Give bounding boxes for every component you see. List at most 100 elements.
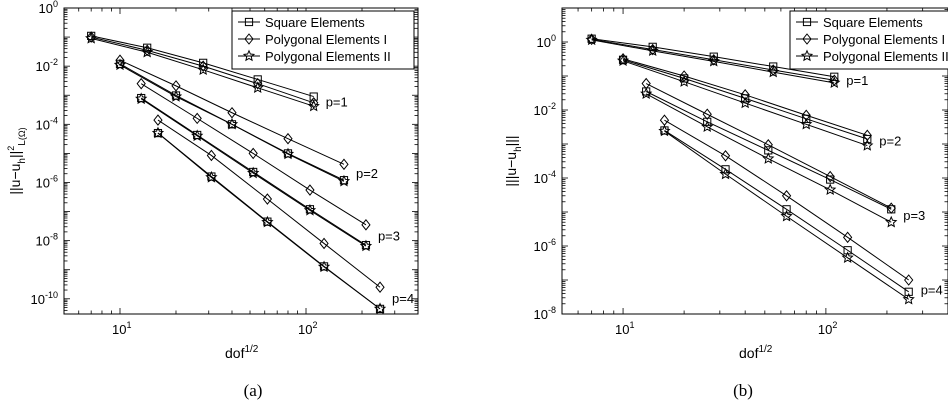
data-point — [702, 108, 712, 121]
legend-box — [789, 10, 948, 70]
y-axis-label-domain: (Ω) — [17, 127, 27, 140]
data-point — [307, 99, 320, 112]
data-point — [261, 215, 274, 228]
panel-label: (b) — [733, 381, 753, 400]
data-point — [253, 77, 263, 90]
legend-label: Polygonal Elements I — [265, 32, 387, 47]
y-tick-label: 10-8 — [534, 305, 556, 322]
order-label: p=1 — [846, 73, 868, 88]
y-axis-label-norm: ||| — [503, 135, 519, 146]
data-point — [863, 134, 872, 144]
chart-panel-a: 101 10210010-210-410-610-810-10dof1/2||u−… — [6, 0, 419, 400]
data-point — [373, 302, 387, 314]
series-star-p3 — [135, 92, 373, 252]
y-tick-exponent: -8 — [50, 232, 58, 242]
y-tick-label: 100 — [39, 0, 58, 16]
series-diamond-p2 — [115, 54, 349, 171]
x-tick-exponent: 2 — [832, 320, 837, 330]
y-tick-base: 10 — [31, 292, 45, 307]
data-point — [740, 88, 750, 101]
data-point — [641, 77, 651, 90]
y-tick-label: 10-2 — [36, 57, 58, 74]
series-diamond-p1 — [86, 31, 319, 109]
data-point — [113, 58, 127, 71]
data-point — [191, 129, 204, 142]
data-point — [707, 54, 720, 67]
series-line — [622, 60, 868, 147]
data-point — [679, 70, 689, 82]
x-axis-label-main: dof — [739, 345, 759, 361]
data-point — [585, 33, 598, 46]
x-tick-exponent: 1 — [630, 320, 635, 330]
data-point — [281, 147, 295, 160]
legend: Square Elements Polygonal Elements I Polyg… — [231, 10, 415, 70]
plot-content — [85, 31, 387, 314]
data-point — [151, 126, 165, 139]
y-tick-exponent: -10 — [45, 290, 58, 300]
y-tick-base: 10 — [36, 175, 50, 190]
series-star-p4 — [658, 124, 915, 305]
y-tick-base: 10 — [36, 117, 50, 132]
y-tick-exponent: -4 — [548, 169, 556, 179]
axis-ticks — [63, 7, 419, 315]
series-line — [119, 64, 345, 182]
y-tick-exponent: 0 — [53, 0, 58, 9]
y-tick-exponent: -6 — [548, 237, 556, 247]
legend-label: Polygonal Elements II — [265, 49, 391, 64]
legend-label: Square Elements — [265, 15, 365, 30]
legend-marker — [802, 33, 812, 45]
series-star-p4 — [151, 126, 387, 314]
y-tick-label: 10-6 — [36, 173, 58, 190]
axis-ticks — [561, 7, 948, 315]
y-axis-label-main: |||u−u — [503, 152, 519, 187]
data-point — [902, 292, 915, 305]
series-line — [140, 98, 367, 247]
y-tick-label: 10-2 — [534, 101, 556, 118]
data-point — [781, 189, 792, 202]
series-line — [157, 119, 381, 288]
data-point — [225, 117, 239, 130]
plot-content — [585, 33, 915, 305]
data-point — [648, 43, 658, 56]
y-tick-base: 10 — [534, 307, 548, 322]
y-axis-label-sub: h — [17, 158, 28, 164]
data-point — [646, 44, 659, 57]
data-point — [720, 149, 731, 162]
panel-label: (a) — [244, 381, 263, 400]
order-label: p=2 — [879, 133, 901, 148]
data-point — [825, 170, 835, 183]
series-line — [645, 91, 892, 210]
data-point — [826, 175, 835, 184]
data-point — [721, 165, 730, 174]
y-axis-label-space: L — [17, 140, 28, 146]
x-tick-label: 102 — [298, 320, 317, 337]
y-axis-label-main: ||u−u — [7, 164, 23, 195]
data-point — [800, 117, 813, 130]
y-tick-exponent: -4 — [50, 115, 58, 125]
data-point — [658, 124, 671, 137]
order-label: p=4 — [921, 283, 943, 298]
order-label: p=3 — [378, 228, 400, 243]
y-tick-label: 100 — [537, 33, 556, 50]
data-point — [169, 90, 183, 102]
x-tick-label: 101 — [615, 320, 634, 337]
plot-area-frame — [63, 7, 419, 315]
data-point — [719, 167, 732, 180]
y-tick-exponent: 0 — [551, 33, 556, 43]
plot-area-frame — [561, 7, 948, 315]
x-axis-label: dof1/2 — [739, 344, 773, 361]
data-point — [828, 76, 841, 89]
y-tick-base: 10 — [534, 171, 548, 186]
data-point — [317, 260, 331, 273]
series-line — [645, 93, 892, 223]
y-tick-exponent: -6 — [50, 173, 58, 183]
series-line — [622, 58, 868, 136]
data-point — [703, 117, 712, 126]
data-point — [319, 237, 329, 250]
series-star-p1 — [585, 33, 841, 89]
data-point — [283, 132, 293, 145]
order-label: p=3 — [903, 208, 925, 223]
legend-marker — [242, 49, 256, 62]
series-square-p4 — [153, 128, 385, 313]
x-tick-label: 101 — [112, 320, 131, 337]
